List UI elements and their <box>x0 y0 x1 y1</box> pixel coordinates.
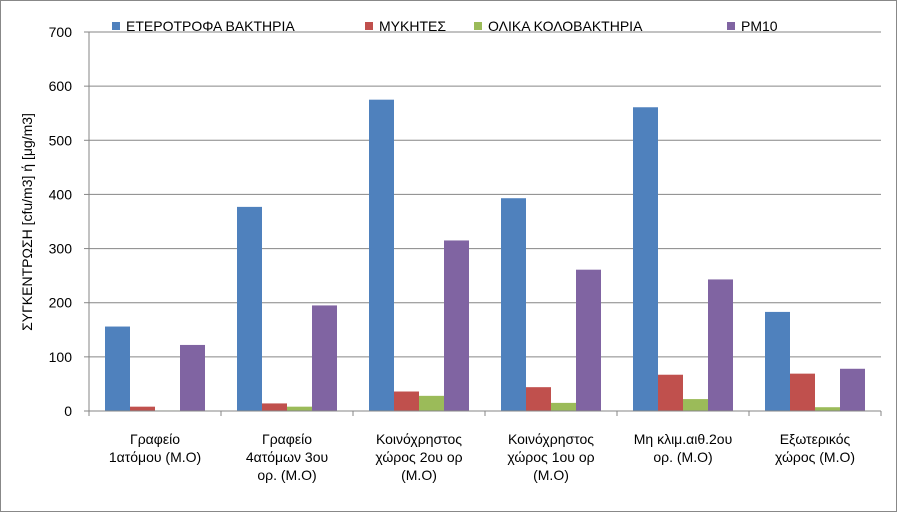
legend-swatch <box>112 22 120 30</box>
bar <box>394 391 419 411</box>
legend-swatch <box>365 22 373 30</box>
gridlines <box>89 31 881 358</box>
bars <box>105 99 865 411</box>
bar <box>105 326 130 411</box>
bar <box>526 387 551 411</box>
bar <box>419 395 444 411</box>
y-tick-label: 100 <box>49 349 73 365</box>
bar <box>551 402 576 411</box>
legend-label: ΜΥΚΗΤΕΣ <box>379 18 446 34</box>
legend-swatch <box>474 22 482 30</box>
bar <box>708 279 733 411</box>
y-tick-labels: 0 100 200 300 400 500 600 700 <box>49 24 73 419</box>
legend-label: ΕΤΕΡΟΤΡΟΦΑ ΒΑΚΤΗΡΙΑ <box>126 18 295 34</box>
x-tick-label: Γραφείο 4ατόμων 3ου ορ. (Μ.Ο) <box>246 431 328 483</box>
bar <box>576 269 601 411</box>
bar <box>683 399 708 411</box>
bar <box>790 373 815 411</box>
y-tick-label: 200 <box>49 295 73 311</box>
bar <box>237 206 262 411</box>
legend-swatch <box>727 22 735 30</box>
bar <box>262 403 287 411</box>
bar <box>180 344 205 411</box>
y-tick-label: 700 <box>49 24 73 40</box>
bar <box>312 305 337 411</box>
bar <box>369 99 394 411</box>
axes <box>84 31 882 416</box>
x-tick-label: Γραφείο 1ατόμου (Μ.Ο) <box>109 431 201 465</box>
legend-label: PM10 <box>741 18 778 34</box>
x-tick-labels: Γραφείο 1ατόμου (Μ.Ο) Γραφείο 4ατόμων 3ου ορ… <box>109 431 855 483</box>
bar <box>658 374 683 411</box>
bar <box>840 368 865 411</box>
y-tick-label: 600 <box>49 78 73 94</box>
x-tick-label: Κοινόχρηστος χώρος 1ου ορ (Μ.Ο) <box>507 431 594 483</box>
y-tick-label: 500 <box>49 132 73 148</box>
bar <box>444 240 469 411</box>
y-axis-label: ΣΥΓΚΕΝΤΡΩΣΗ [cfu/m3] ή [μg/m3] <box>19 113 35 331</box>
y-tick-label: 400 <box>49 186 73 202</box>
bar <box>633 107 658 411</box>
legend: ΕΤΕΡΟΤΡΟΦΑ ΒΑΚΤΗΡΙΑ ΜΥΚΗΤΕΣ ΟΛΙΚΑ ΚΟΛΟΒΑΚΤ… <box>112 18 778 34</box>
x-tick-label: Κοινόχρηστος χώρος 2ου ορ (Μ.Ο) <box>375 431 462 483</box>
bar <box>130 406 155 411</box>
bar <box>765 311 790 411</box>
x-tick-label: Εξωτερικός χώρος (Μ.Ο) <box>775 431 855 465</box>
bar <box>287 406 312 411</box>
bar <box>815 407 840 411</box>
y-tick-label: 300 <box>49 241 73 257</box>
bar <box>501 198 526 411</box>
y-tick-label: 0 <box>64 403 72 419</box>
x-tick-label: Μη κλιμ.αιθ.2ου ορ. (Μ.Ο) <box>634 431 733 465</box>
legend-label: ΟΛΙΚΑ ΚΟΛΟΒΑΚΤΗΡΙΑ <box>488 18 643 34</box>
